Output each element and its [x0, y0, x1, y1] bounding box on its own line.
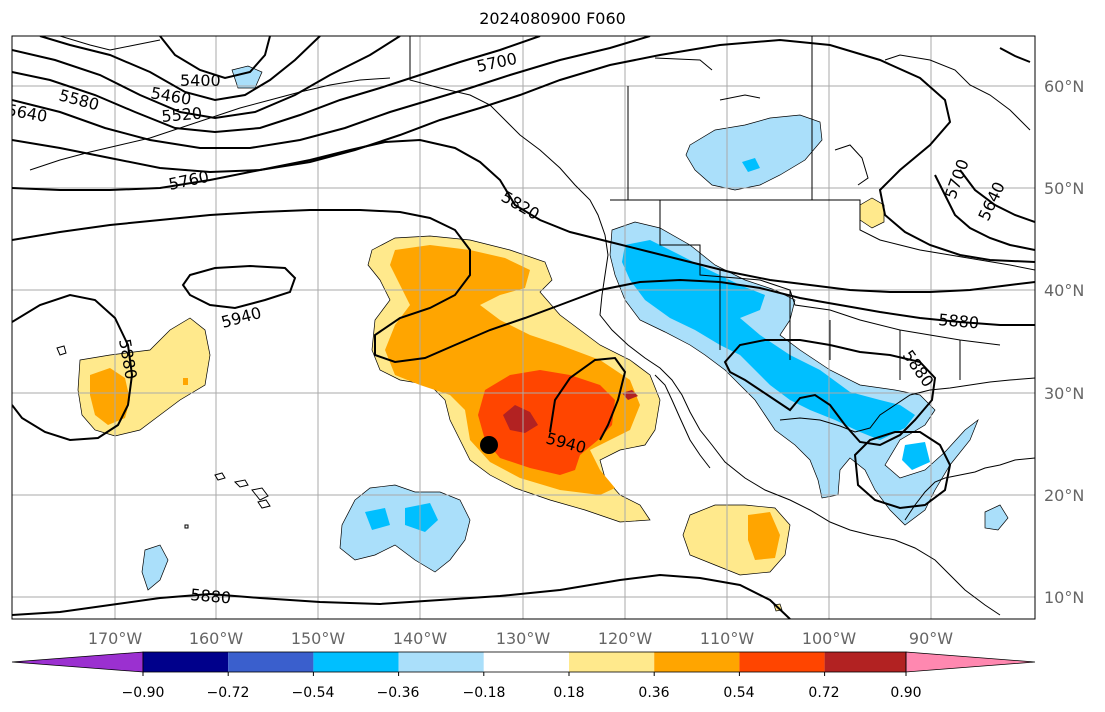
colorbar-label: 0.54: [723, 685, 754, 701]
contour-5940-east: [853, 431, 952, 510]
colorbar-label: 0.90: [890, 685, 921, 701]
contour-5580: [12, 36, 541, 134]
colorbar-segment: [654, 652, 740, 672]
contour-5760: [12, 138, 1035, 293]
colorbar-label: −0.54: [292, 685, 335, 701]
colorbar-label: −0.36: [377, 685, 420, 701]
colorbar-low-extend: [11, 651, 144, 673]
colorbar-label: −0.18: [463, 685, 506, 701]
lat-tick-label: 30°N: [1044, 384, 1084, 403]
colorbar-segment: [398, 652, 484, 672]
lon-tick-label: 110°W: [700, 629, 755, 648]
contour-5400: [159, 36, 271, 80]
colorbar-segment: [313, 652, 399, 672]
moderate-anomaly-southeast: [748, 512, 780, 560]
map-plot-area: 5400 5460 5520 5580 5640 5700 5760 5820 …: [12, 36, 1035, 619]
contour-label: 5400: [180, 71, 221, 90]
contour-5700-east: [934, 174, 1035, 251]
map-title: 2024080900 F060: [479, 9, 626, 28]
contour-5640: [12, 36, 651, 149]
map-frame: [11, 35, 1036, 620]
graticule: [12, 36, 1035, 619]
contour-5940-center: [549, 356, 627, 441]
colorbar-segment: [228, 652, 314, 672]
colorbar-segment: [739, 652, 825, 672]
lat-tick-label: 40°N: [1044, 281, 1084, 300]
contour-5880-west: [12, 293, 134, 442]
negative-anomaly-canada: [685, 114, 823, 191]
lon-tick-label: 100°W: [802, 629, 857, 648]
colorbar-labels: −0.90 −0.72 −0.54 −0.36 −0.18 0.18 0.36 …: [122, 685, 922, 701]
contour-label: 5520: [161, 104, 203, 126]
lon-tick-label: 130°W: [496, 629, 551, 648]
colorbar-label: 0.18: [553, 685, 584, 701]
contour-label: 5880: [938, 310, 980, 332]
contour-5880-east: [12, 573, 791, 619]
lon-tick-label: 90°W: [909, 629, 953, 648]
colorbar-label: 0.36: [638, 685, 669, 701]
storm-center-marker: [480, 436, 498, 454]
lat-tick-label: 60°N: [1044, 77, 1084, 96]
longitude-ticks: 170°W 160°W 150°W 140°W 130°W 120°W 110°…: [88, 629, 953, 648]
islands: [56, 345, 271, 529]
latitude-ticks: 60°N 50°N 40°N 30°N 20°N 10°N: [1044, 77, 1084, 607]
contour-5520: [12, 36, 401, 120]
peak-anomaly-central-pacific: [503, 405, 538, 433]
colorbar-label: −0.90: [122, 685, 165, 701]
lon-tick-label: 150°W: [291, 629, 346, 648]
anomaly-shading: [77, 65, 1009, 612]
lat-tick-label: 50°N: [1044, 179, 1084, 198]
lon-tick-label: 120°W: [598, 629, 653, 648]
negative-anomaly-south-pacific: [339, 484, 471, 573]
colorbar-high-extend: [905, 651, 1036, 673]
colorbar-label: −0.72: [207, 685, 250, 701]
lon-tick-label: 170°W: [88, 629, 143, 648]
contour-5880-mid: [723, 339, 937, 447]
colorbar-ticks: [142, 672, 907, 676]
coastlines: [29, 36, 1035, 616]
colorbar-label: 0.72: [808, 685, 839, 701]
contour-5460: [39, 36, 321, 102]
strong-anomaly-central-pacific: [478, 370, 615, 475]
height-contours: [12, 36, 1035, 619]
colorbar-segment: [143, 652, 229, 672]
colorbar-segment: [824, 652, 906, 672]
contour-5640-east: [959, 169, 1035, 223]
moderate-anomaly-west: [90, 368, 130, 425]
lat-tick-label: 20°N: [1044, 486, 1084, 505]
colorbar-segment: [483, 652, 569, 672]
colorbar-segment: [569, 652, 655, 672]
colorbar: −0.90 −0.72 −0.54 −0.36 −0.18 0.18 0.36 …: [11, 651, 1036, 701]
lat-tick-label: 10°N: [1044, 588, 1084, 607]
contour-5940-west: [181, 264, 297, 310]
contour-5820: [12, 209, 1035, 364]
lon-tick-label: 160°W: [189, 629, 244, 648]
contour-label: 5880: [190, 585, 232, 607]
lon-tick-label: 140°W: [393, 629, 448, 648]
